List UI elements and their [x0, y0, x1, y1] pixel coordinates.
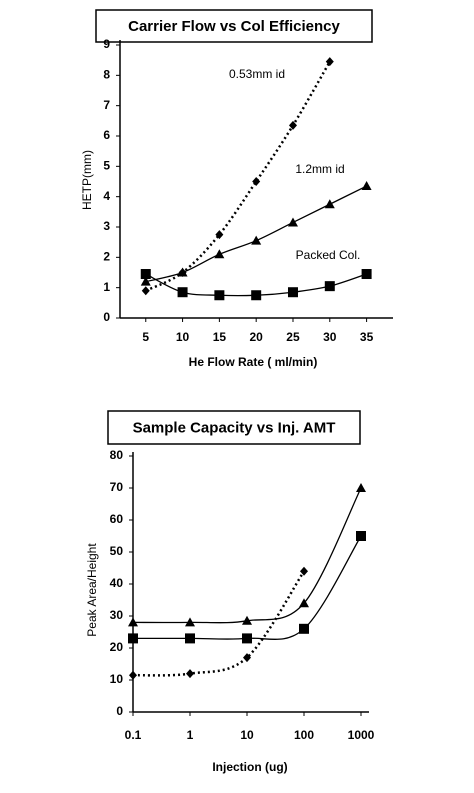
marker — [140, 276, 151, 286]
y-tick-label: 70 — [110, 480, 124, 494]
y-axis-label: Peak Area/Height — [85, 543, 99, 637]
x-tick-label: 25 — [286, 330, 300, 344]
marker — [177, 267, 188, 277]
marker — [215, 230, 224, 240]
y-tick-label: 30 — [110, 608, 124, 622]
y-tick-label: 0 — [103, 310, 110, 324]
marker — [288, 120, 297, 130]
marker — [242, 615, 252, 625]
marker — [251, 235, 262, 245]
y-tick-label: 0 — [116, 704, 123, 718]
marker — [242, 633, 252, 644]
y-tick-label: 5 — [103, 159, 110, 173]
x-axis-label: He Flow Rate ( ml/min) — [189, 355, 318, 369]
marker — [185, 617, 195, 627]
marker — [185, 633, 195, 644]
y-tick-label: 50 — [110, 544, 124, 558]
x-tick-label: 0.1 — [125, 728, 142, 742]
y-tick-label: 4 — [103, 189, 110, 203]
y-axis-label: HETP(mm) — [80, 150, 94, 210]
series-label: Packed Col. — [296, 248, 361, 262]
y-tick-label: 60 — [110, 512, 124, 526]
marker — [129, 670, 137, 680]
x-tick-label: 20 — [250, 330, 264, 344]
marker — [361, 181, 372, 191]
x-tick-label: 100 — [294, 728, 314, 742]
marker — [299, 598, 309, 608]
x-tick-label: 35 — [360, 330, 374, 344]
marker — [252, 177, 261, 186]
chart-title: Carrier Flow vs Col Efficiency — [128, 18, 340, 35]
x-axis-label: Injection (ug) — [212, 760, 287, 774]
title-box — [107, 410, 361, 445]
y-tick-label: 8 — [103, 68, 110, 82]
marker — [356, 531, 366, 541]
y-tick-label: 10 — [110, 672, 124, 686]
marker — [177, 287, 188, 298]
marker — [325, 57, 334, 67]
marker — [128, 617, 138, 627]
series-line — [145, 185, 367, 283]
y-tick-label: 1 — [103, 280, 110, 294]
series-label: 1.2mm id — [295, 162, 344, 176]
marker — [287, 217, 298, 227]
y-tick-label: 3 — [103, 219, 110, 233]
series-label: 0.53mm id — [229, 67, 285, 81]
marker — [243, 653, 251, 663]
marker — [361, 269, 372, 280]
y-tick-label: 80 — [110, 448, 124, 462]
y-tick-label: 9 — [103, 37, 110, 51]
marker — [299, 623, 309, 634]
x-tick-label: 15 — [213, 330, 227, 344]
y-tick-label: 7 — [103, 98, 110, 112]
marker — [141, 286, 150, 296]
marker — [300, 566, 308, 576]
series-line — [132, 570, 306, 677]
y-tick-label: 40 — [110, 576, 124, 590]
x-tick-label: 10 — [176, 330, 190, 344]
marker — [186, 669, 194, 679]
marker — [324, 199, 335, 209]
y-tick-label: 6 — [103, 128, 110, 142]
series-line — [132, 487, 362, 624]
chart-title: Sample Capacity vs Inj. AMT — [133, 419, 336, 436]
marker — [214, 290, 225, 301]
marker — [324, 281, 335, 292]
marker — [214, 249, 225, 259]
x-tick-label: 10 — [240, 728, 254, 742]
marker — [140, 269, 151, 280]
marker — [356, 483, 366, 492]
x-tick-label: 1 — [187, 728, 194, 742]
x-tick-label: 1000 — [348, 728, 375, 742]
x-tick-label: 30 — [323, 330, 337, 344]
series-line — [132, 535, 362, 641]
marker — [287, 287, 298, 298]
marker — [128, 633, 138, 644]
x-tick-label: 5 — [142, 330, 149, 344]
y-tick-label: 20 — [110, 640, 124, 654]
marker — [251, 290, 262, 301]
y-tick-label: 2 — [103, 250, 110, 264]
title-box — [95, 9, 373, 43]
